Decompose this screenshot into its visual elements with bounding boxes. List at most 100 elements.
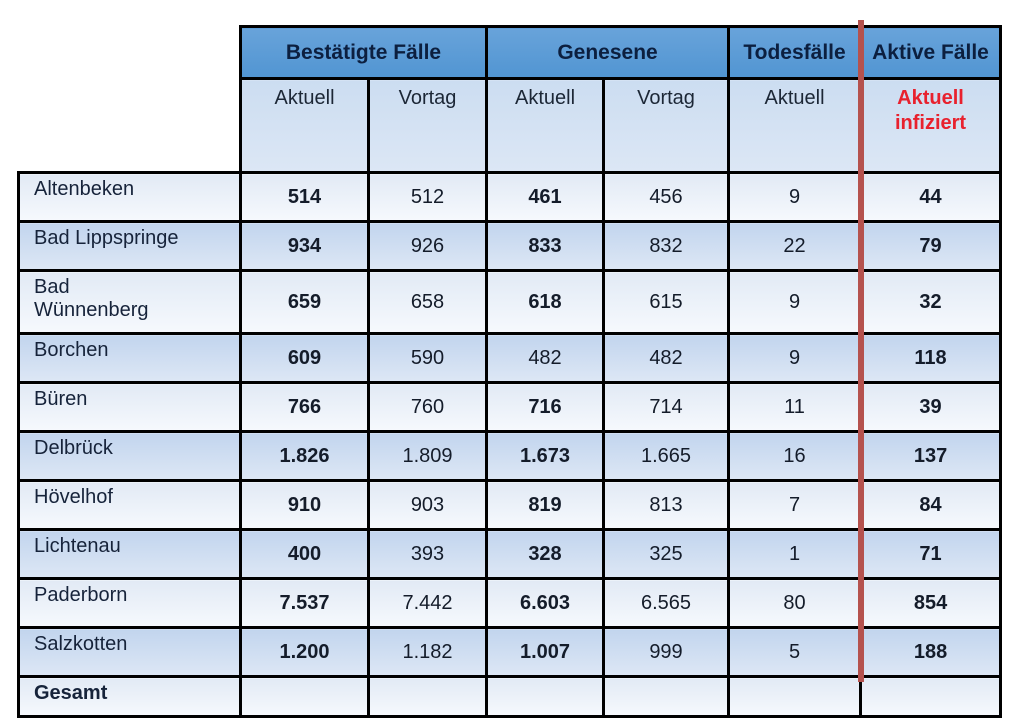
value-cell xyxy=(727,675,863,718)
value-cell: 118 xyxy=(859,332,1003,384)
value-cell: 393 xyxy=(367,528,488,580)
value-cell: 325 xyxy=(601,528,731,580)
empty-corner-cell xyxy=(18,78,241,173)
value-cell: 32 xyxy=(859,269,1003,335)
column-group-genesene: Genesene xyxy=(484,25,731,80)
value-cell: 714 xyxy=(601,381,731,433)
value-cell: 926 xyxy=(367,220,488,272)
column-group-todesfaelle: Todesfälle xyxy=(727,25,863,80)
table-row: Salzkotten 1.200 1.182 1.007 999 5 188 xyxy=(17,626,1003,678)
value-cell: 79 xyxy=(859,220,1003,272)
value-cell: 766 xyxy=(239,381,370,433)
value-cell: 39 xyxy=(859,381,1003,433)
table-row: Paderborn 7.537 7.442 6.603 6.565 80 854 xyxy=(17,577,1003,629)
value-cell: 482 xyxy=(485,332,605,384)
empty-corner-cell xyxy=(18,26,241,79)
table-row: Delbrück 1.826 1.809 1.673 1.665 16 137 xyxy=(17,430,1003,482)
municipality-name: Delbrück xyxy=(17,430,242,482)
value-cell: 1 xyxy=(727,528,863,580)
value-cell xyxy=(601,675,731,718)
value-cell: 659 xyxy=(239,269,370,335)
value-cell: 84 xyxy=(859,479,1003,531)
value-cell: 618 xyxy=(485,269,605,335)
value-cell: 999 xyxy=(601,626,731,678)
value-cell: 609 xyxy=(239,332,370,384)
table-row: Borchen 609 590 482 482 9 118 xyxy=(17,332,1003,384)
municipality-name: Paderborn xyxy=(17,577,242,629)
value-cell: 16 xyxy=(727,430,863,482)
table-row: Hövelhof 910 903 819 813 7 84 xyxy=(17,479,1003,531)
value-cell: 11 xyxy=(727,381,863,433)
value-cell: 328 xyxy=(485,528,605,580)
table-row: Gesamt xyxy=(17,675,1003,718)
value-cell xyxy=(859,675,1003,718)
subheader-bestaetigte-vortag: Vortag xyxy=(367,77,488,174)
value-cell: 400 xyxy=(239,528,370,580)
value-cell: 903 xyxy=(367,479,488,531)
subheader-row: Aktuell Vortag Aktuell Vortag Aktuell Ak… xyxy=(18,77,1003,174)
value-cell: 7 xyxy=(727,479,863,531)
value-cell: 590 xyxy=(367,332,488,384)
value-cell: 44 xyxy=(859,171,1003,223)
value-cell: 716 xyxy=(485,381,605,433)
value-cell: 22 xyxy=(727,220,863,272)
value-cell: 813 xyxy=(601,479,731,531)
municipality-name: Altenbeken xyxy=(17,171,242,223)
table-row: Bad Wünnenberg 659 658 618 615 9 32 xyxy=(17,269,1003,335)
value-cell: 188 xyxy=(859,626,1003,678)
value-cell xyxy=(367,675,488,718)
value-cell: 6.565 xyxy=(601,577,731,629)
value-cell: 832 xyxy=(601,220,731,272)
value-cell: 854 xyxy=(859,577,1003,629)
red-divider-line xyxy=(858,20,864,682)
municipality-name: Salzkotten xyxy=(17,626,242,678)
value-cell: 456 xyxy=(601,171,731,223)
covid-statistics-table: Bestätigte Fälle Genesene Todesfälle Akt… xyxy=(17,20,1007,718)
value-cell: 1.200 xyxy=(239,626,370,678)
value-cell: 1.673 xyxy=(485,430,605,482)
value-cell: 7.537 xyxy=(239,577,370,629)
value-cell: 819 xyxy=(485,479,605,531)
municipality-name: Büren xyxy=(17,381,242,433)
statistics-table: Bestätigte Fälle Genesene Todesfälle Akt… xyxy=(17,25,1003,718)
municipality-name: Bad Wünnenberg xyxy=(17,269,242,335)
subheader-aktuell-infiziert: Aktuell infiziert xyxy=(859,77,1003,174)
municipality-name: Bad Lippspringe xyxy=(17,220,242,272)
value-cell: 1.665 xyxy=(601,430,731,482)
value-cell: 9 xyxy=(727,269,863,335)
value-cell: 1.007 xyxy=(485,626,605,678)
value-cell: 6.603 xyxy=(485,577,605,629)
subheader-bestaetigte-aktuell: Aktuell xyxy=(239,77,370,174)
subheader-genesene-vortag: Vortag xyxy=(601,77,731,174)
value-cell: 934 xyxy=(239,220,370,272)
value-cell: 1.182 xyxy=(367,626,488,678)
value-cell: 910 xyxy=(239,479,370,531)
value-cell: 9 xyxy=(727,332,863,384)
subheader-genesene-aktuell: Aktuell xyxy=(485,77,605,174)
subheader-todesfaelle-aktuell: Aktuell xyxy=(727,77,863,174)
column-group-header-row: Bestätigte Fälle Genesene Todesfälle Akt… xyxy=(18,25,1003,80)
value-cell: 482 xyxy=(601,332,731,384)
value-cell: 1.826 xyxy=(239,430,370,482)
column-group-aktive-faelle: Aktive Fälle xyxy=(859,25,1003,80)
municipality-name: Lichtenau xyxy=(17,528,242,580)
municipality-name: Gesamt xyxy=(17,675,242,718)
value-cell xyxy=(485,675,605,718)
value-cell: 833 xyxy=(485,220,605,272)
municipality-name: Hövelhof xyxy=(17,479,242,531)
value-cell: 7.442 xyxy=(367,577,488,629)
value-cell: 615 xyxy=(601,269,731,335)
table-row: Altenbeken 514 512 461 456 9 44 xyxy=(17,171,1003,223)
value-cell: 514 xyxy=(239,171,370,223)
value-cell: 760 xyxy=(367,381,488,433)
table-row: Bad Lippspringe 934 926 833 832 22 79 xyxy=(17,220,1003,272)
value-cell: 9 xyxy=(727,171,863,223)
value-cell: 512 xyxy=(367,171,488,223)
column-group-bestaetigte-faelle: Bestätigte Fälle xyxy=(239,25,488,80)
value-cell: 5 xyxy=(727,626,863,678)
value-cell xyxy=(239,675,370,718)
value-cell: 80 xyxy=(727,577,863,629)
value-cell: 658 xyxy=(367,269,488,335)
value-cell: 137 xyxy=(859,430,1003,482)
municipality-name: Borchen xyxy=(17,332,242,384)
